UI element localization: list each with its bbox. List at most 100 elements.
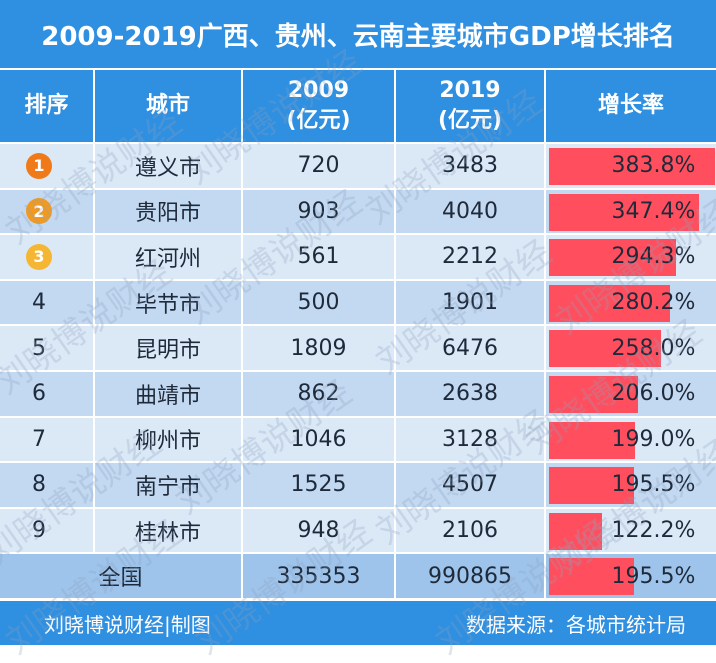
rate-label: 122.2%: [611, 518, 696, 544]
total-rate-label: 195.5%: [611, 563, 696, 589]
rate-label: 258.0%: [611, 335, 696, 361]
city-cell: 昆明市: [95, 326, 243, 372]
rate-bar: [549, 148, 715, 185]
total-gdp2019-cell: 990865: [396, 554, 546, 600]
gdp2019-cell: 3483: [396, 144, 546, 190]
total-row: 全国 335353 990865 195.5%: [0, 554, 716, 600]
gdp2009-cell: 561: [243, 235, 396, 281]
gdp2019-cell: 4507: [396, 463, 546, 509]
rate-label: 195.5%: [611, 472, 696, 498]
rate-bar: [549, 239, 676, 277]
gdp2009-cell: 862: [243, 371, 396, 418]
rate-cell: 280.2%: [546, 281, 716, 327]
header-rate: 增长率: [546, 70, 716, 144]
table-row: 9 桂林市 948 2106 122.2%: [0, 508, 716, 555]
rank-number: 8: [32, 472, 46, 498]
gdp2019-cell: 1901: [396, 280, 546, 327]
city-cell: 曲靖市: [95, 371, 243, 418]
total-gdp2009-cell: 335353: [243, 554, 396, 600]
table-row: 5 昆明市 1809 6476 258.0%: [0, 326, 716, 372]
footer: 刘晓博说财经|制图 数据来源：各城市统计局: [0, 601, 716, 645]
rank-cell: 8: [0, 463, 95, 509]
table-row: 2 贵阳市 903 4040 347.4%: [0, 189, 716, 236]
rate-cell: 206.0%: [546, 372, 716, 418]
gdp2009-cell: 500: [243, 280, 396, 327]
rate-bar: [549, 193, 699, 231]
gdp2019-cell: 4040: [396, 189, 546, 236]
rank-cell: 5: [0, 326, 95, 372]
table-header: 排序 城市 2009 (亿元) 2019 (亿元) 增长率: [0, 70, 716, 144]
gdp2009-cell: 903: [243, 189, 396, 236]
rate-label: 199.0%: [611, 426, 696, 452]
table-row: 1 遵义市 720 3483 383.8%: [0, 144, 716, 190]
rate-label: 294.3%: [611, 244, 696, 270]
city-cell: 南宁市: [95, 463, 243, 509]
header-2009-unit: (亿元): [286, 108, 351, 133]
rate-bar: [549, 375, 638, 413]
gdp2019-cell: 2212: [396, 235, 546, 281]
gdp-table: 排序 城市 2009 (亿元) 2019 (亿元) 增长率 1 遵义市 720 348…: [0, 70, 716, 600]
gdp2009-cell: 1809: [243, 326, 396, 372]
gdp2019-cell: 6476: [396, 326, 546, 372]
city-cell: 柳州市: [95, 417, 243, 464]
rank-cell: 4: [0, 280, 95, 327]
total-rate-bar: [549, 558, 634, 596]
footer-credit: 刘晓博说财经|制图: [44, 612, 211, 637]
rate-cell: 122.2%: [546, 509, 716, 555]
table-body: 1 遵义市 720 3483 383.8% 2 贵阳市 903 4040 347.4% 3 红河州 56…: [0, 144, 716, 600]
rank-cell: 3: [0, 235, 95, 281]
city-cell: 遵义市: [95, 144, 243, 190]
chart-title: 2009-2019广西、贵州、云南主要城市GDP增长排名: [0, 0, 716, 68]
rank-cell: 2: [0, 189, 95, 236]
rank-cell: 9: [0, 508, 95, 555]
rate-cell: 347.4%: [546, 190, 716, 236]
rate-label: 206.0%: [611, 381, 696, 407]
header-2019-unit: (亿元): [437, 108, 503, 133]
gdp2009-cell: 1046: [243, 417, 396, 464]
header-city: 城市: [95, 70, 243, 144]
header-rank: 排序: [0, 70, 95, 144]
rank-cell: 1: [0, 144, 95, 190]
city-cell: 毕节市: [95, 280, 243, 327]
header-2009: 2009 (亿元): [243, 70, 396, 144]
rank-medal-icon: 1: [26, 152, 52, 179]
rank-number: 9: [32, 518, 46, 544]
rate-cell: 383.8%: [546, 144, 716, 190]
rank-medal-icon: 3: [26, 243, 52, 270]
total-rate-cell: 195.5%: [546, 554, 716, 600]
table-row: 7 柳州市 1046 3128 199.0%: [0, 417, 716, 464]
table-row: 4 毕节市 500 1901 280.2%: [0, 280, 716, 327]
rate-bar: [549, 512, 602, 550]
city-cell: 桂林市: [95, 508, 243, 555]
gdp2019-cell: 2106: [396, 508, 546, 555]
rate-cell: 258.0%: [546, 326, 716, 372]
gdp2019-cell: 2638: [396, 371, 546, 418]
city-cell: 贵阳市: [95, 189, 243, 236]
gdp2009-cell: 720: [243, 144, 396, 190]
table-row: 6 曲靖市 862 2638 206.0%: [0, 371, 716, 418]
rate-bar: [549, 467, 634, 505]
rate-cell: 294.3%: [546, 235, 716, 281]
rank-number: 7: [32, 426, 46, 452]
gdp2009-cell: 948: [243, 508, 396, 555]
rank-number: 5: [32, 335, 46, 361]
rank-number: 6: [32, 381, 46, 407]
rank-medal-icon: 2: [26, 198, 52, 225]
rate-label: 383.8%: [611, 153, 696, 179]
rate-label: 280.2%: [611, 290, 696, 316]
rate-label: 347.4%: [611, 198, 696, 224]
city-cell: 红河州: [95, 235, 243, 281]
header-2009-year: 2009: [287, 78, 350, 103]
rank-number: 4: [32, 290, 46, 316]
rank-cell: 7: [0, 417, 95, 464]
gdp2019-cell: 3128: [396, 417, 546, 464]
rate-bar: [549, 284, 670, 322]
rate-bar: [549, 421, 635, 459]
rate-cell: 195.5%: [546, 463, 716, 509]
table-row: 3 红河州 561 2212 294.3%: [0, 235, 716, 281]
footer-source: 数据来源：各城市统计局: [466, 612, 686, 637]
gdp2009-cell: 1525: [243, 463, 396, 509]
header-2019: 2019 (亿元): [396, 70, 546, 144]
rank-cell: 6: [0, 371, 95, 418]
table-row: 8 南宁市 1525 4507 195.5%: [0, 463, 716, 509]
